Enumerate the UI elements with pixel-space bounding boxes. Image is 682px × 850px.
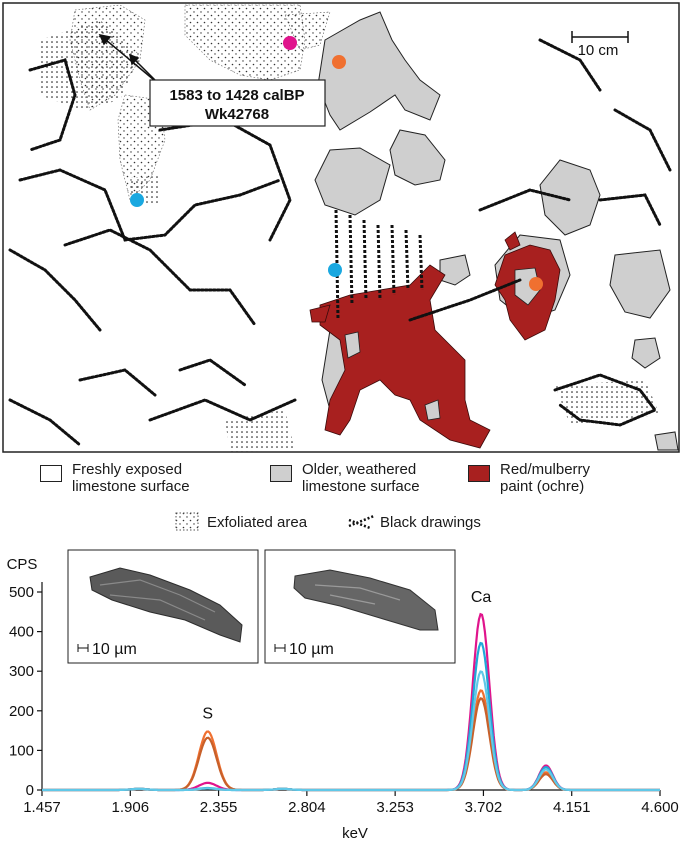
x-tick-label: 2.804 [288,799,326,816]
date-box-line1: 1583 to 1428 calBP [169,87,304,104]
y-tick-label: 0 [26,782,34,799]
date-box-line2: Wk42768 [205,106,269,123]
spectrum-series-4 [42,641,660,792]
legend-weathered: Older, weathered limestone surface [302,461,420,495]
sem-inset-1: 10 µm [67,549,259,664]
sample-marker-blue [328,263,342,277]
sem-inset-1-scale: 10 µm [92,641,137,658]
xrf-spectrum-chart: 0 100 200 300 400 500 1.457 1.906 2.355 2.804 3.2… [7,549,679,842]
y-tick-labels: 0 100 200 300 400 500 [9,584,34,799]
y-tick-label: 300 [9,663,34,680]
sample-marker-magenta [283,36,297,50]
sample-marker-blue [130,193,144,207]
y-axis-label: CPS [7,556,38,573]
y-axis [37,582,43,791]
spectrum-series [42,612,660,792]
legend-ochre: Red/mulberry paint (ochre) [500,461,591,495]
legend-exfoliated: Exfoliated area [207,514,308,531]
date-box [149,79,326,127]
x-axis-label: keV [342,825,368,842]
x-tick-labels: 1.457 1.906 2.355 2.804 3.253 3.702 4.151 4.600 [23,799,679,816]
sample-marker-orange [332,55,346,69]
x-tick-label: 1.457 [23,799,61,816]
sample-marker-orange [529,277,543,291]
x-tick-label: 1.906 [112,799,150,816]
x-tick-label: 4.600 [641,799,679,816]
black-drawings [8,38,672,447]
legend-swatch-fresh [40,465,62,482]
peak-label: Ca [471,589,492,606]
y-tick-label: 400 [9,624,34,641]
scale-label: 10 cm [578,42,619,59]
spectrum-series-3 [42,697,660,792]
x-tick-label: 4.151 [553,799,591,816]
legend-fresh: Freshly exposed limestone surface [72,461,190,495]
legend-swatch-exfoliated [175,512,199,531]
y-tick-label: 100 [9,742,34,759]
legend-black-drawings: Black drawings [380,514,481,531]
sem-inset-2: 10 µm [264,549,456,664]
legend-swatch-black-drawings [348,514,375,530]
x-tick-label: 3.702 [465,799,503,816]
y-tick-label: 200 [9,703,34,720]
rock-art-map: 1583 to 1428 calBP Wk42768 10 cm [2,2,680,453]
legend-swatch-ochre [468,465,490,482]
legend-swatch-weathered [270,465,292,482]
x-tick-label: 2.355 [200,799,238,816]
x-tick-label: 3.253 [376,799,414,816]
spectrum-series-5 [42,670,660,792]
peak-labels: S Ca [202,589,491,723]
sem-inset-2-scale: 10 µm [289,641,334,658]
peak-label: S [202,706,213,723]
scale-bar [571,31,629,43]
y-tick-label: 500 [9,584,34,601]
spectrum-series-2 [42,689,660,792]
